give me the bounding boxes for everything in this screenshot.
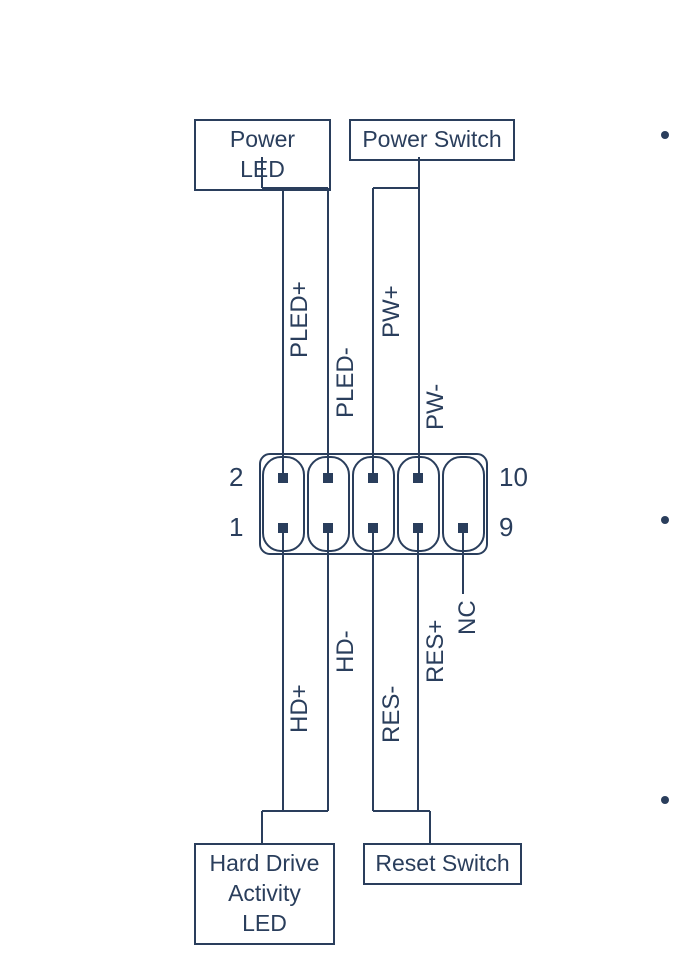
pinout-diagram-svg [0, 0, 700, 979]
